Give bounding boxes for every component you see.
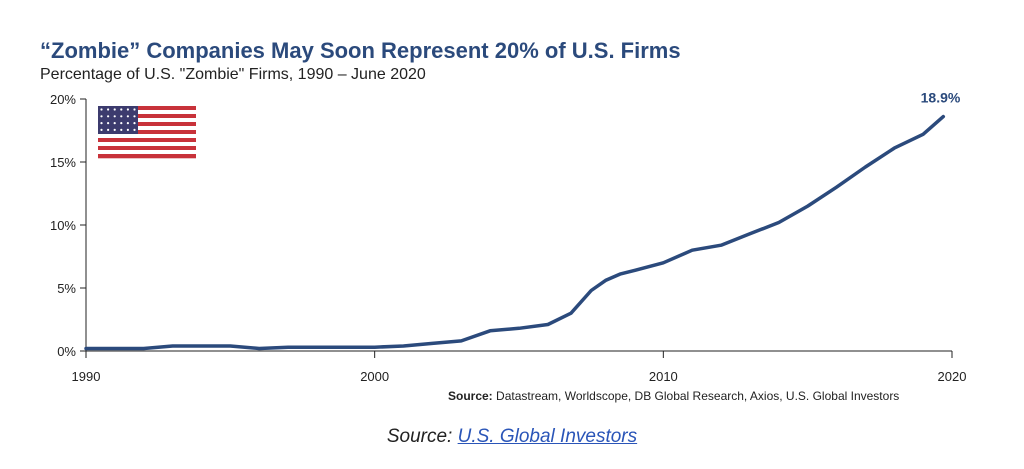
- flag-stripe: [98, 134, 196, 139]
- flag-star: [113, 115, 116, 118]
- flag-stripe: [98, 154, 196, 159]
- flag-star: [100, 135, 103, 138]
- y-tick-label: 20%: [50, 92, 76, 107]
- x-tick-label: 2020: [938, 369, 967, 384]
- flag-star: [126, 135, 129, 138]
- flag-star: [126, 108, 129, 111]
- flag-star: [107, 122, 110, 125]
- flag-star: [107, 115, 110, 118]
- flag-stripe: [98, 146, 196, 151]
- y-tick-label: 10%: [50, 218, 76, 233]
- flag-stripe: [98, 138, 196, 143]
- y-tick-label: 15%: [50, 155, 76, 170]
- flag-star: [126, 122, 129, 125]
- footer-source: Source: U.S. Global Investors: [0, 426, 1024, 448]
- flag-star: [113, 108, 116, 111]
- flag-star: [120, 115, 123, 118]
- x-tick-label: 1990: [72, 369, 101, 384]
- flag-star: [113, 122, 116, 125]
- flag-star: [133, 135, 136, 138]
- flag-star: [100, 115, 103, 118]
- footer-source-link[interactable]: U.S. Global Investors: [457, 426, 638, 447]
- flag-star: [126, 128, 129, 131]
- footer-source-label: Source:: [386, 426, 453, 447]
- flag-star: [120, 108, 123, 111]
- flag-stripe: [98, 114, 196, 119]
- flag-star: [126, 115, 129, 118]
- flag-stripe: [98, 130, 196, 135]
- flag-star: [113, 128, 116, 131]
- flag-star: [133, 115, 136, 118]
- flag-star: [120, 122, 123, 125]
- flag-stripe: [98, 106, 196, 111]
- flag-star: [133, 128, 136, 131]
- series-end-label: 18.9%: [921, 90, 961, 106]
- flag-star: [107, 108, 110, 111]
- flag-star: [120, 128, 123, 131]
- flag-stripe: [98, 150, 196, 155]
- flag-stripe: [98, 118, 196, 123]
- x-tick-label: 2000: [360, 369, 389, 384]
- chart-ticks: 0% 5% 10% 15% 20% 1990 2000 2010 2020: [50, 92, 966, 384]
- flag-stripe: [98, 126, 196, 131]
- chart-source-label: Source:: [448, 389, 493, 403]
- flag-stripe: [98, 122, 196, 127]
- flag-stripe: [98, 142, 196, 147]
- chart-subtitle: Percentage of U.S. "Zombie" Firms, 1990 …: [40, 66, 426, 83]
- series-line: [84, 114, 946, 351]
- flag-star: [100, 128, 103, 131]
- flag-star: [107, 135, 110, 138]
- chart-axes: [85, 99, 952, 352]
- chart-series: 18.9%: [84, 90, 961, 351]
- flag-canton: [98, 106, 138, 134]
- chart-title: “Zombie” Companies May Soon Represent 20…: [40, 38, 681, 63]
- us-flag-icon: [98, 106, 196, 159]
- x-tick-label: 2010: [649, 369, 678, 384]
- flag-star: [107, 128, 110, 131]
- flag-stripe: [98, 110, 196, 115]
- flag-star: [100, 108, 103, 111]
- flag-star: [133, 108, 136, 111]
- flag-star: [113, 135, 116, 138]
- flag-star: [133, 122, 136, 125]
- chart-source-note: Source: Datastream, Worldscope, DB Globa…: [448, 389, 899, 403]
- flag-star: [100, 122, 103, 125]
- y-tick-label: 5%: [57, 281, 76, 296]
- chart-source-text: Datastream, Worldscope, DB Global Resear…: [496, 389, 900, 403]
- flag-star: [120, 135, 123, 138]
- y-tick-label: 0%: [57, 344, 76, 359]
